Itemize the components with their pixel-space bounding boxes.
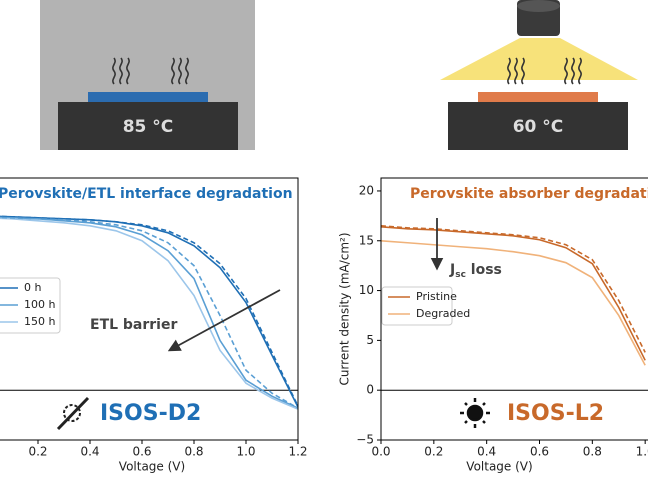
x-axis-label: Voltage (V) [466,460,532,474]
y-tick-label: 5 [366,333,374,347]
y-tick-label: 20 [359,183,374,197]
x-tick-label: 1.0 [236,445,255,459]
hotplate [448,102,628,150]
hotplate [58,102,238,150]
arrow-label-main: J [449,262,455,278]
light-icon [460,398,490,428]
x-tick-label: 0.4 [477,445,496,459]
light-beam [440,38,638,80]
series-line [0,217,298,410]
steam [112,57,189,85]
series-line [381,239,646,366]
film [88,92,208,102]
chart-title: Perovskite absorber degradation [410,186,648,202]
legend-label: 150 h [24,315,55,328]
arrow-label: ETL barrier [90,317,177,333]
arrow [167,289,281,352]
temperature: 85 °C [123,117,174,137]
x-tick-label: 1.2 [288,445,307,459]
series-line [381,226,646,361]
legend-label: 0 h [24,281,41,294]
arrow-label: Jsc loss [449,262,502,280]
arrow-label-tail: loss [466,262,502,278]
series-line [0,215,298,407]
protocol-label: ISOS-L2 [507,401,604,426]
x-tick-label: 0.8 [184,445,203,459]
plot [0,215,298,410]
y-tick-label: 15 [359,233,374,247]
temperature: 60 °C [513,117,564,137]
x-tick-label: 0.0 [371,445,390,459]
x-axis-label: Voltage (V) [119,460,185,474]
y-tick-label: −5 [356,433,374,447]
film [478,92,598,102]
legend-label: Degraded [416,307,470,320]
x-tick-label: 0.2 [424,445,443,459]
steam [507,57,582,85]
lamp-top [517,0,560,12]
x-tick-label: 0.4 [80,445,99,459]
series-line [0,216,298,409]
chart-title: Perovskite/ETL interface degradation [0,186,293,202]
y-tick-label: 10 [359,283,374,297]
protocol-label: ISOS-D2 [100,401,201,426]
x-tick-label: 0.8 [583,445,602,459]
x-tick-label: 1.0 [636,445,648,459]
plot [381,225,648,391]
y-tick-label: 0 [366,383,374,397]
legend-box [0,277,61,334]
legend-label: 100 h [24,298,55,311]
x-tick-label: 0.6 [530,445,549,459]
y-axis-label: Current density (mA/cm²) [338,232,352,385]
dark-icon [56,396,90,431]
arrow-label-sub: sc [455,270,466,280]
x-tick-label: 0.2 [28,445,47,459]
x-tick-label: 0.6 [132,445,151,459]
legend-label: Pristine [416,290,457,303]
series-line [381,225,646,353]
